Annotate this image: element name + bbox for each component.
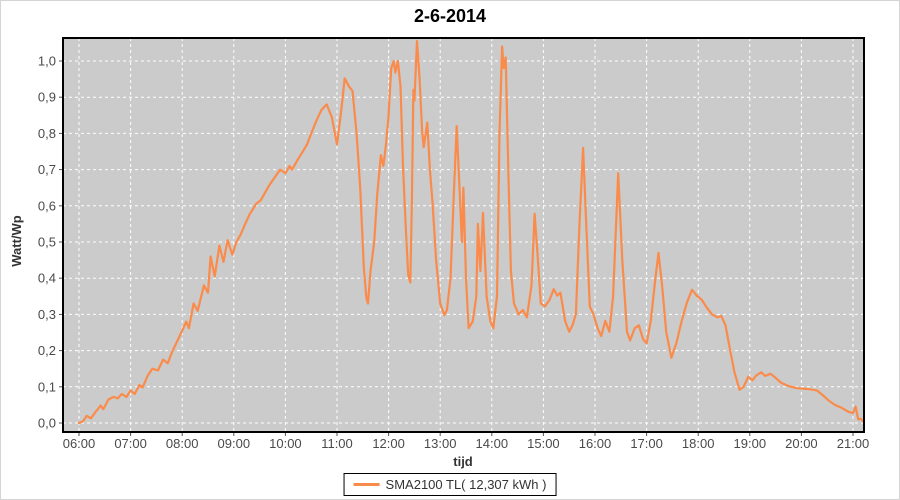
x-axis-title: tijd <box>453 454 473 469</box>
x-tick-label: 17:00 <box>630 436 663 451</box>
x-tick-label: 07:00 <box>114 436 147 451</box>
x-tick-label: 09:00 <box>218 436 251 451</box>
y-tick-label: 0,2 <box>38 343 56 358</box>
y-tick-label: 0,0 <box>38 416 56 431</box>
x-tick-label: 14:00 <box>476 436 509 451</box>
y-tick-label: 0,6 <box>38 198 56 213</box>
legend: SMA2100 TL( 12,307 kWh ) <box>343 473 557 496</box>
x-tick-label: 12:00 <box>372 436 405 451</box>
y-tick-label: 0,3 <box>38 307 56 322</box>
y-tick-label: 0,4 <box>38 271 56 286</box>
x-tick-label: 19:00 <box>734 436 767 451</box>
y-tick-label: 0,9 <box>38 90 56 105</box>
chart-title: 2-6-2014 <box>413 6 487 26</box>
y-tick-label: 0,5 <box>38 235 56 250</box>
x-tick-label: 10:00 <box>269 436 302 451</box>
y-tick-label: 1,0 <box>38 54 56 69</box>
legend-line-swatch <box>353 483 380 486</box>
y-tick-label: 0,1 <box>38 379 56 394</box>
x-tick-label: 20:00 <box>785 436 818 451</box>
x-tick-label: 16:00 <box>579 436 612 451</box>
legend-label: SMA2100 TL( 12,307 kWh ) <box>385 477 547 492</box>
x-tick-label: 21:00 <box>837 436 870 451</box>
x-tick-label: 15:00 <box>527 436 560 451</box>
y-tick-label: 0,7 <box>38 162 56 177</box>
y-axis-title: Watt/Wp <box>9 215 24 267</box>
x-tick-label: 08:00 <box>166 436 199 451</box>
x-tick-label: 06:00 <box>63 436 96 451</box>
x-tick-label: 11:00 <box>321 436 353 451</box>
x-tick-label: 18:00 <box>682 436 715 451</box>
series-line <box>77 40 865 425</box>
plot-area: 06:00 07:00 08:00 09:00 10:00 11:00 12:00 13:00… <box>38 37 870 451</box>
x-tick-label: 13:00 <box>424 436 457 451</box>
y-tick-label: 0,8 <box>38 126 56 141</box>
